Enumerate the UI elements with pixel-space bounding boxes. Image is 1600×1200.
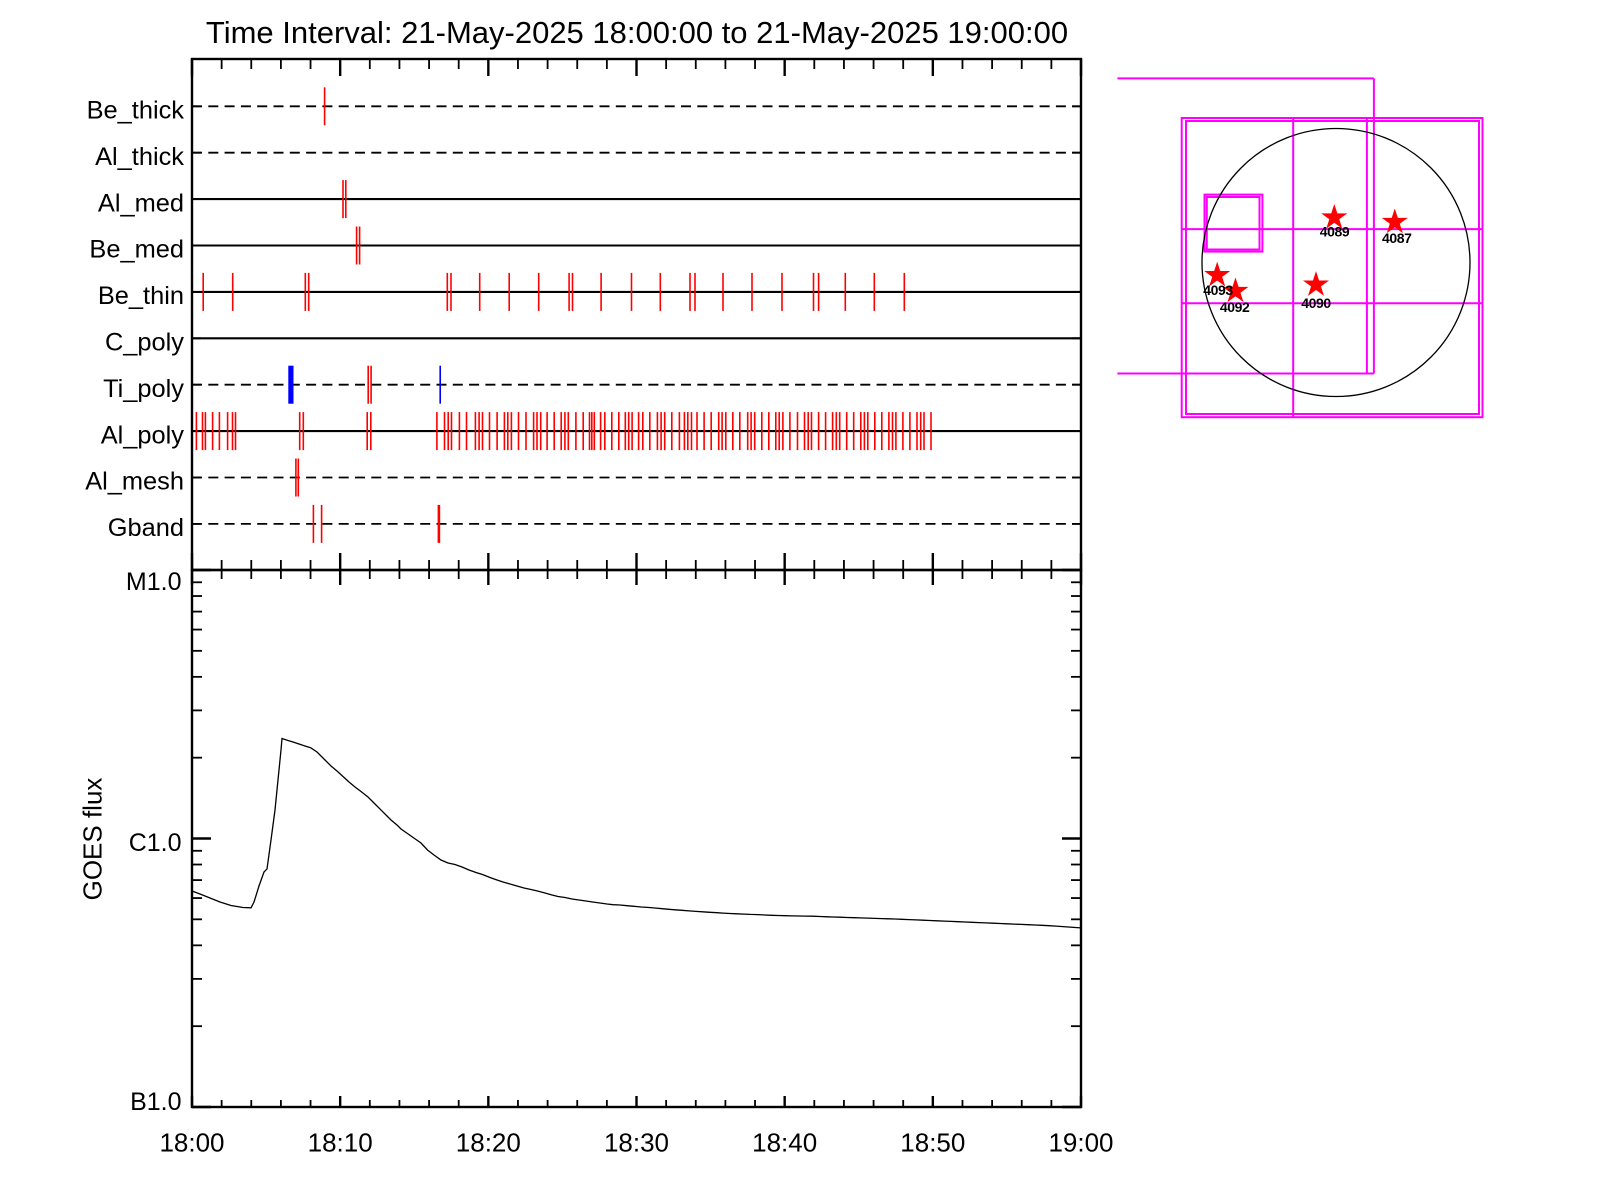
svg-text:18:20: 18:20	[456, 1128, 521, 1158]
svg-text:Be_thick: Be_thick	[87, 97, 185, 125]
svg-text:18:50: 18:50	[900, 1128, 965, 1158]
svg-text:Al_poly: Al_poly	[101, 421, 185, 449]
svg-text:B1.0: B1.0	[130, 1088, 181, 1116]
svg-text:18:00: 18:00	[159, 1128, 224, 1158]
svg-text:C1.0: C1.0	[129, 829, 182, 857]
svg-text:4093: 4093	[1203, 282, 1233, 298]
svg-text:4087: 4087	[1382, 230, 1412, 246]
svg-text:4089: 4089	[1320, 224, 1350, 240]
svg-text:18:10: 18:10	[308, 1128, 373, 1158]
svg-text:4092: 4092	[1220, 299, 1250, 315]
svg-text:4090: 4090	[1301, 295, 1331, 311]
svg-text:GOES flux: GOES flux	[78, 778, 108, 901]
svg-text:Be_thin: Be_thin	[98, 282, 184, 310]
svg-text:Al_mesh: Al_mesh	[85, 468, 184, 496]
svg-text:Ti_poly: Ti_poly	[103, 375, 184, 403]
svg-text:Time Interval: 21-May-2025 18:: Time Interval: 21-May-2025 18:00:00 to 2…	[206, 15, 1068, 50]
svg-text:18:40: 18:40	[752, 1128, 817, 1158]
svg-text:Gband: Gband	[108, 514, 184, 542]
svg-text:Al_thick: Al_thick	[95, 143, 184, 171]
svg-text:Al_med: Al_med	[98, 189, 184, 217]
svg-text:Be_med: Be_med	[89, 236, 184, 264]
svg-text:M1.0: M1.0	[126, 568, 182, 596]
svg-text:19:00: 19:00	[1048, 1128, 1113, 1158]
svg-text:C_poly: C_poly	[105, 329, 184, 357]
svg-text:18:30: 18:30	[604, 1128, 669, 1158]
